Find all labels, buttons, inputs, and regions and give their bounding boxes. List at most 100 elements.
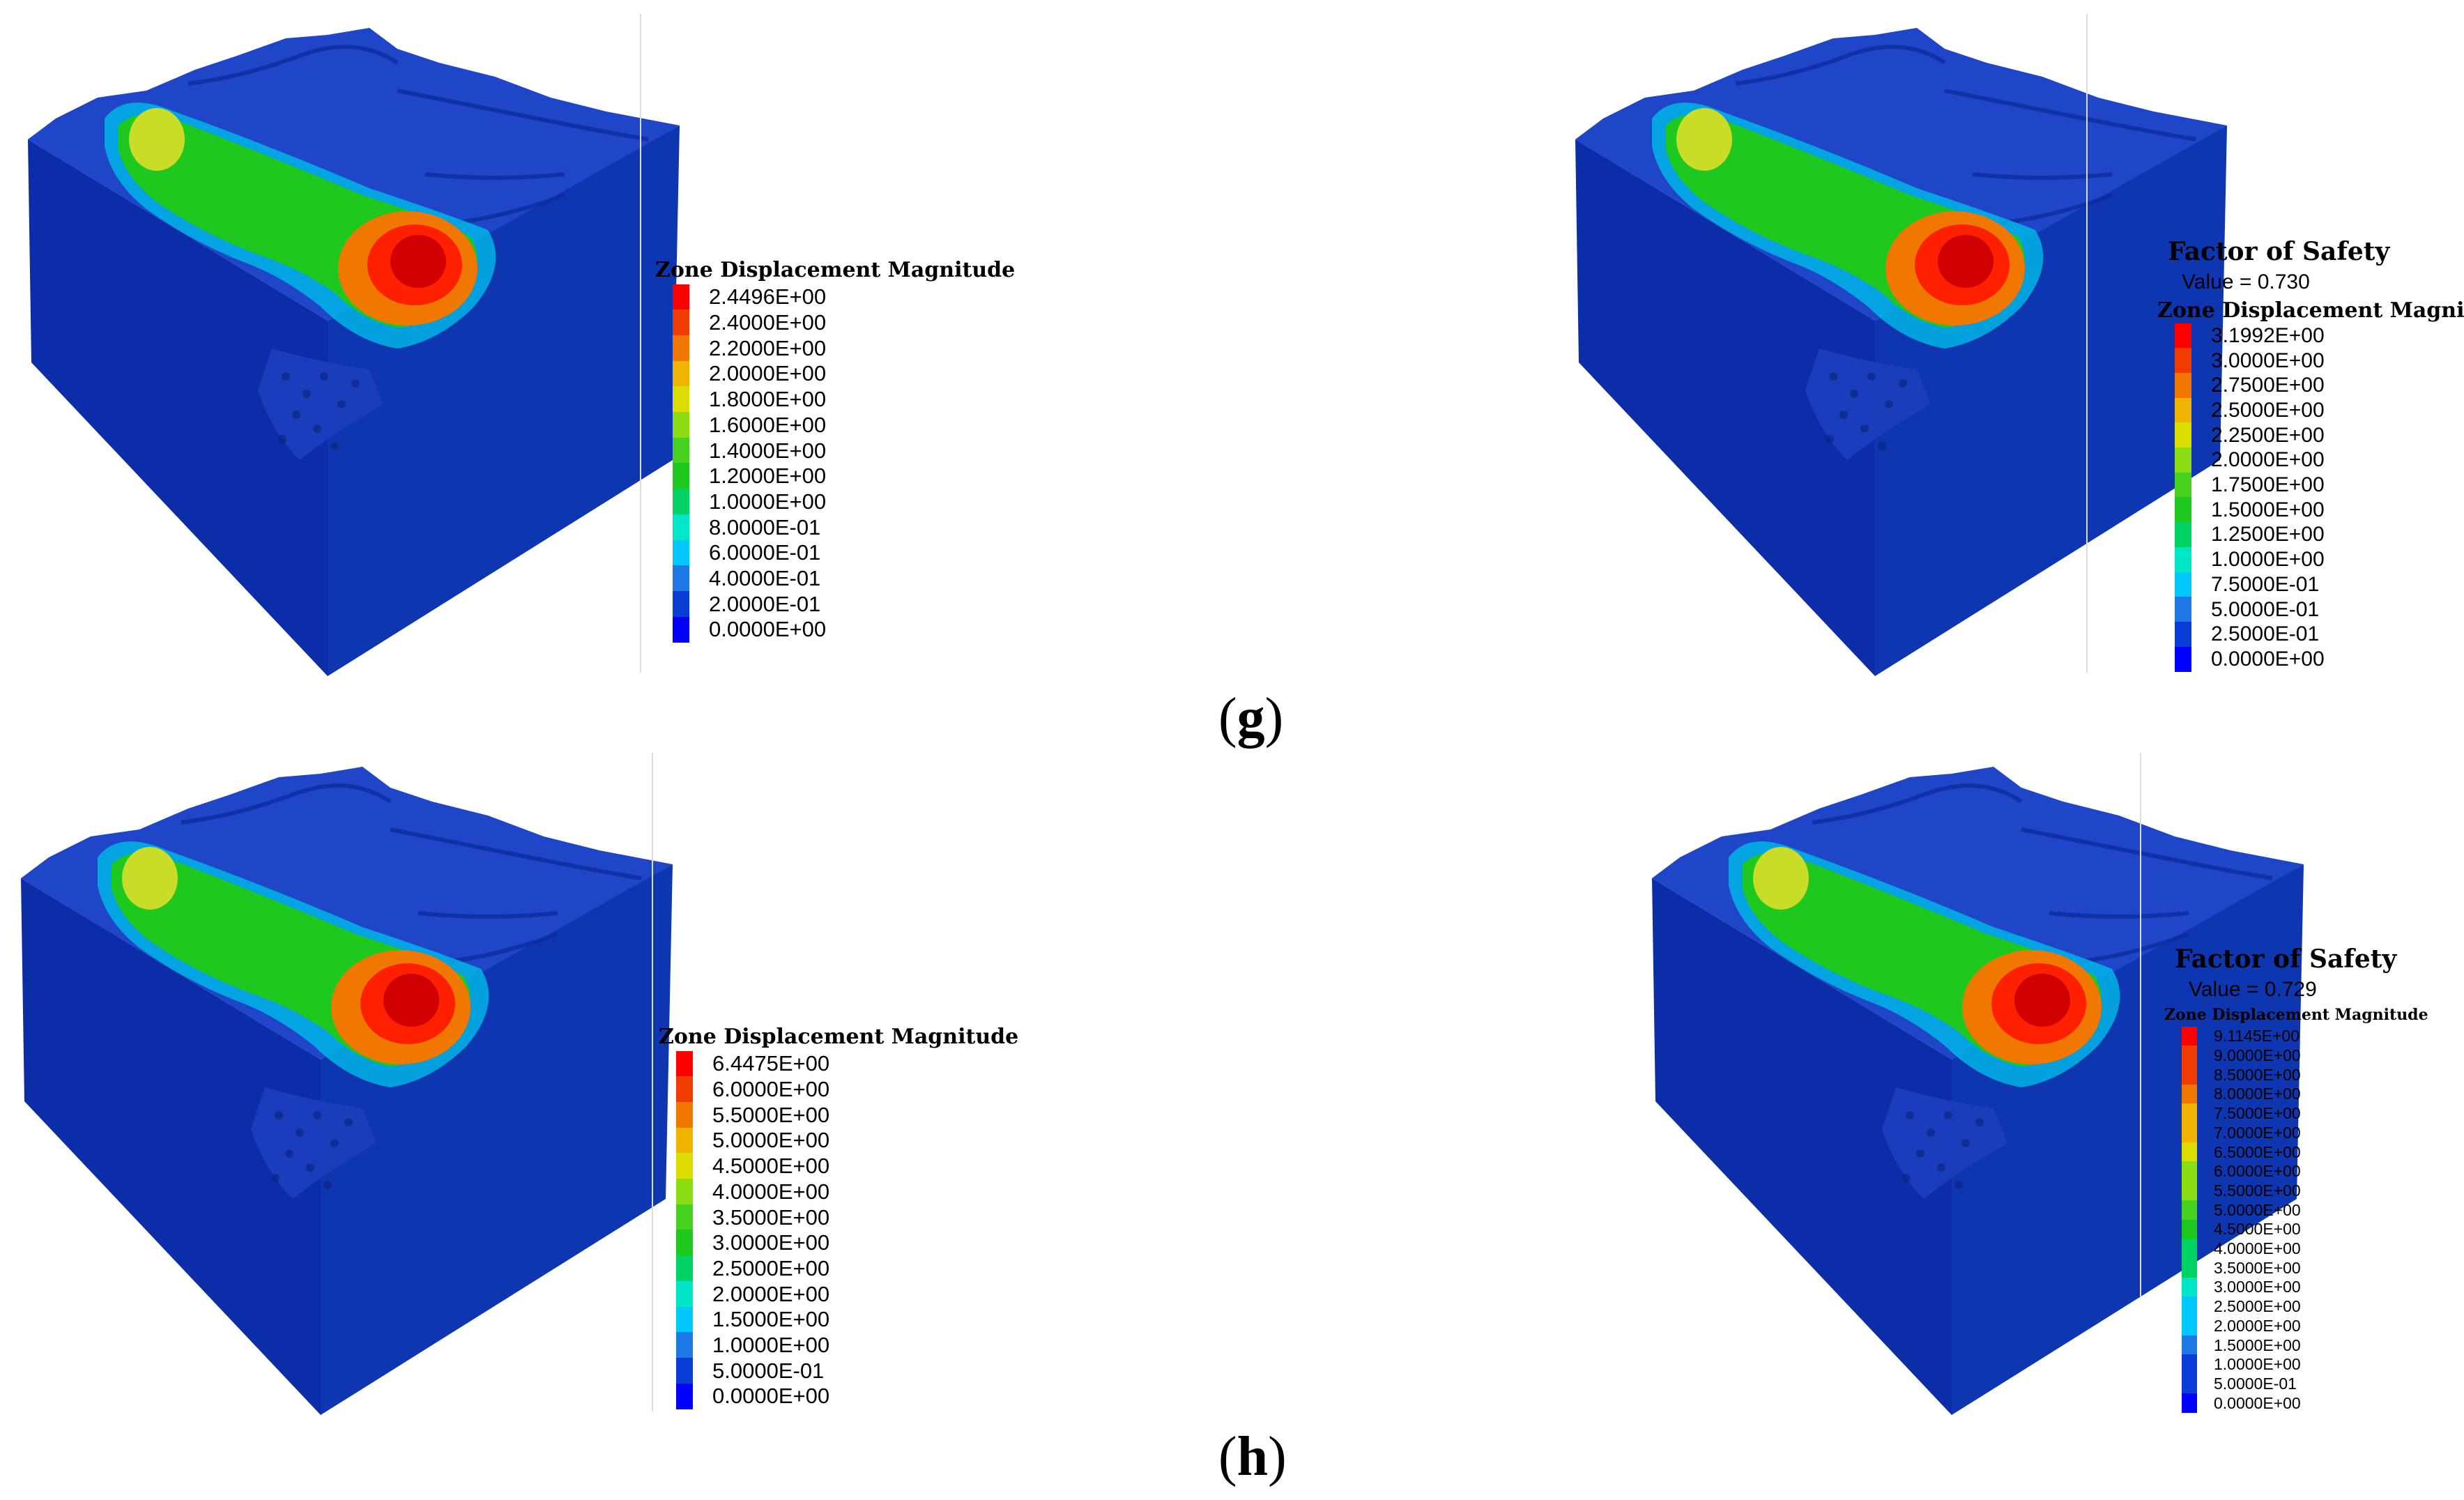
legend-swatch [676,1101,693,1128]
legend-label: 5.0000E+00 [2214,1200,2301,1219]
legend-entry: 5.5000E+00 [2182,1181,2301,1201]
legend-entry: 1.2000E+00 [673,463,826,490]
legend-swatch [2175,572,2191,598]
legend-h-left: Zone Displacement Magnitude 6.4475E+00 6.0… [659,1025,1018,1415]
fos-value: Value = 0.730 [2182,270,2310,293]
legend-entry: 0.0000E+00 [2175,646,2325,673]
legend-swatch [2175,323,2191,349]
legend-label: 4.0000E+00 [712,1179,830,1204]
legend-swatch [2182,1046,2197,1066]
upper-yellow-zone [1676,108,1732,171]
legend-entry: 4.0000E+00 [2182,1239,2301,1259]
legend-swatch [2175,597,2191,622]
legend-g-right: Factor of Safety Value = 0.730 Zone Displa… [2157,237,2464,673]
legend-swatch [673,463,689,490]
legend-swatch [2182,1103,2197,1124]
legend-title: Zone Displacement Magnitude [659,1025,1019,1049]
legend-entry: 1.6000E+00 [673,412,827,438]
legend-title: Zone Displacement Magnitude [2157,298,2464,323]
legend-label: 6.5000E+00 [2214,1142,2301,1161]
3d-model-block [21,767,673,1415]
legend-swatch [2175,422,2191,448]
legend-label: 1.5000E+00 [2214,1336,2301,1354]
legend-label: 3.5000E+00 [712,1204,830,1230]
legend-label: 5.0000E-01 [712,1358,825,1383]
legend-entry: 0.0000E+00 [676,1383,829,1410]
legend-swatch [673,360,689,388]
legend-label: 7.5000E-01 [2211,572,2320,596]
legend-label: 1.4000E+00 [709,438,827,463]
legend-swatch [2175,621,2191,648]
legend-entry: 1.5000E+00 [2182,1335,2301,1356]
legend-swatch [2182,1219,2197,1240]
legend-label: 3.5000E+00 [2214,1258,2301,1277]
block-top-surface [1575,28,2227,321]
legend-entry: 4.5000E+00 [676,1153,829,1179]
legend-swatch [673,514,689,541]
legend-swatch [673,437,689,464]
legend-label: 1.5000E+00 [712,1307,830,1332]
block-left-face [28,139,328,676]
legend-title: Zone Displacement Magnitude [2164,1006,2428,1024]
terrain-ridges [188,45,649,225]
legend-label: 8.0000E-01 [709,514,821,539]
legend-entry: 2.0000E+00 [673,360,827,388]
legend-entry: 3.0000E+00 [2182,1277,2301,1298]
legend-entry: 2.5000E+00 [676,1255,829,1282]
legend-label: 2.2500E+00 [2211,423,2325,447]
legend-label: 1.0000E+00 [712,1333,830,1358]
upper-yellow-zone [129,108,185,171]
legend-label: 3.0000E+00 [712,1230,830,1255]
legend-entry: 1.0000E+00 [673,489,826,515]
upper-yellow-zone [122,847,178,910]
legend-entry: 2.7500E+00 [2175,372,2325,399]
legend-swatch [676,1153,693,1179]
legend-entry: 1.5000E+00 [676,1306,830,1333]
legend-label: 1.6000E+00 [709,412,827,437]
max-displacement-center [390,235,446,288]
legend-entry: 7.5000E+00 [2182,1103,2301,1124]
legend-swatch [673,565,689,592]
legend-label: 4.0000E-01 [709,566,821,591]
legend-entry: 6.0000E+00 [676,1076,829,1103]
legend-swatch [676,1127,693,1154]
3d-model-block [1575,28,2227,676]
legend-swatch [2182,1335,2197,1356]
legend-swatch [2175,372,2191,399]
legend-label: 3.0000E+00 [2211,349,2325,372]
fos-title: Factor of Safety [2175,944,2397,974]
legend-entry: 6.0000E+00 [2182,1161,2301,1182]
legend-label: 8.5000E+00 [2214,1065,2301,1084]
legend-swatch [2182,1393,2197,1414]
legend-swatch [2175,348,2191,374]
legend-entry: 7.0000E+00 [2182,1123,2301,1143]
legend-label: 2.0000E+00 [2214,1316,2301,1335]
3d-model-block [1652,767,2304,1415]
legend-label: 1.0000E+00 [2211,548,2325,572]
divider-line [640,14,641,673]
legend-label: 6.4475E+00 [712,1051,830,1076]
legend-swatch [673,489,689,515]
legend-entry: 3.0000E+00 [2175,348,2325,374]
legend-entry: 2.5000E+00 [2175,397,2325,424]
legend-label: 2.5000E+00 [2214,1297,2301,1316]
legend-swatch [2175,522,2191,548]
legend-g-left: Zone Displacement Magnitude 2.4496E+00 2.4… [655,258,1015,648]
panel-h-right [1631,753,2328,1422]
legend-swatch [676,1383,693,1410]
legend-label: 6.0000E+00 [2214,1162,2301,1181]
legend-entry: 2.0000E+00 [676,1280,829,1308]
legend-swatch [673,590,689,618]
legend-entry: 9.1145E+00 [2182,1026,2300,1047]
caption-g: (g) [1218,687,1284,749]
legend-label: 2.0000E+00 [709,361,827,386]
legend-swatch [2175,646,2191,673]
legend-swatch [2175,447,2191,473]
legend-entry: 4.0000E-01 [673,565,821,592]
legend-swatch [2175,397,2191,424]
legend-swatch [2175,497,2191,523]
block-right-face [1952,864,2304,1415]
legend-swatch [673,539,689,567]
legend-entry: 8.0000E-01 [673,514,821,541]
legend-entry: 8.5000E+00 [2182,1064,2301,1085]
